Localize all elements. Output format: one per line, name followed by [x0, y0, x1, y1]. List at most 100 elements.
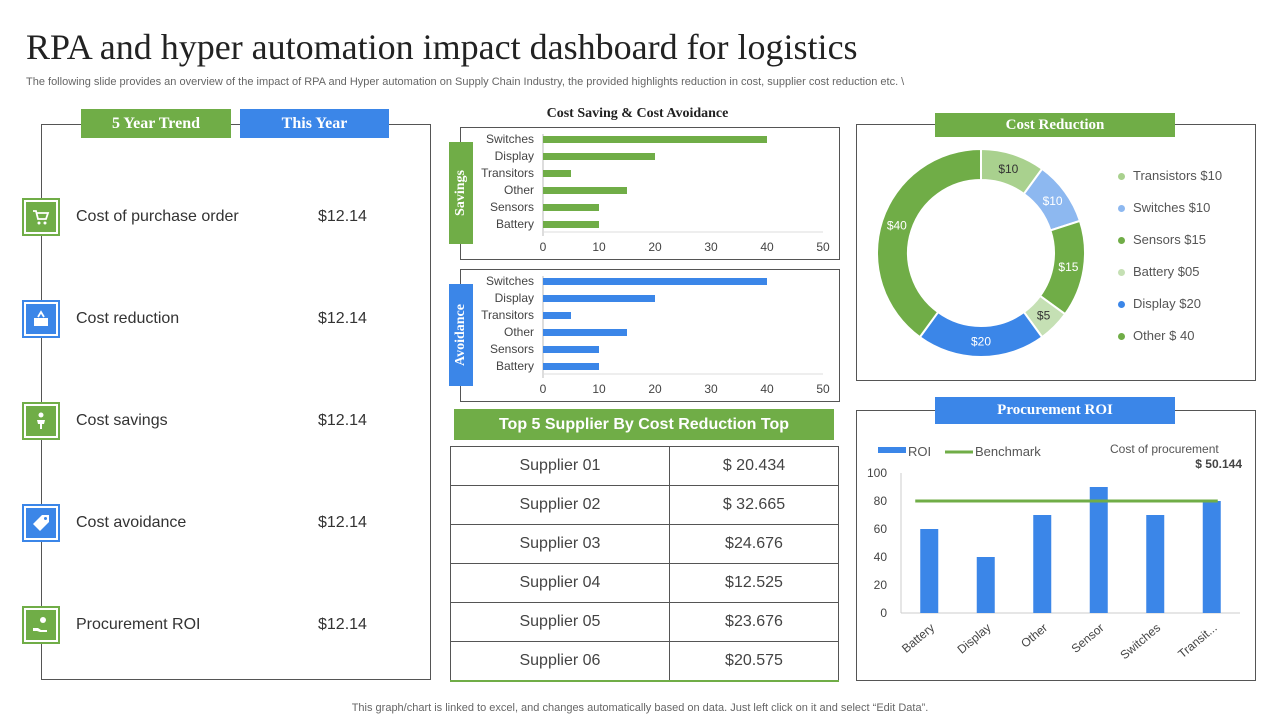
legend-swatch — [1118, 237, 1125, 245]
legend-label: Other $ 40 — [1133, 328, 1195, 343]
bar — [1202, 501, 1221, 613]
cost-saving-chart-title: Cost Saving & Cost Avoidance — [546, 106, 729, 121]
category-label: Display — [495, 149, 534, 163]
legend-swatch — [1118, 205, 1125, 213]
tab-five-year-trend[interactable]: 5 Year Trend — [81, 109, 231, 138]
tick-label: 30 — [704, 382, 718, 396]
category-label: Battery — [496, 359, 534, 373]
tick-label: 0 — [880, 606, 887, 620]
savings-chart-box: Switches Display Transitors Other Sensors Bat… — [460, 127, 840, 260]
legend-swatch — [1118, 333, 1125, 341]
slice-label: $40 — [887, 219, 907, 233]
cost-reduction-panel: $10 $10 $15 $5 $20 $40 — [856, 124, 1256, 381]
metric-row: Cost of purchase order $12.14 — [22, 198, 422, 238]
metric-label: Procurement ROI — [76, 616, 201, 633]
table-row: Supplier 06 $20.575 — [450, 641, 840, 682]
category-label: Transitors — [481, 166, 534, 180]
savings-side-label: Savings — [453, 170, 469, 216]
category-label: Battery — [899, 621, 937, 656]
bar — [543, 187, 627, 194]
footer-note: This graph/chart is linked to excel, and… — [351, 702, 929, 714]
tick-label: 40 — [760, 382, 774, 396]
table-row: Supplier 01 $ 20.434 — [450, 446, 840, 486]
category-label: Switches — [486, 132, 534, 146]
tick-label: 0 — [540, 382, 547, 396]
metric-row: Procurement ROI $12.14 — [22, 606, 422, 646]
supplier-value: $20.575 — [668, 641, 840, 682]
bar — [1146, 515, 1165, 613]
legend-item: Other $ 40 — [1118, 328, 1194, 343]
tag-icon — [22, 504, 60, 542]
procurement-roi-chart: ROI Benchmark Cost of procurement$ 50.144 0… — [867, 442, 1242, 662]
legend-swatch — [1118, 301, 1125, 309]
tick-label: 50 — [816, 382, 830, 396]
supplier-table-title: Top 5 Supplier By Cost Reduction Top — [454, 409, 834, 440]
metric-value: $12.14 — [318, 616, 367, 633]
legend-item: Display $20 — [1118, 296, 1201, 311]
supplier-name: Supplier 06 — [450, 641, 670, 682]
annotation-value: $ 50.144 — [1195, 457, 1242, 471]
tick-label: 50 — [816, 240, 830, 254]
supplier-value: $23.676 — [668, 602, 840, 642]
avoidance-chart-box: Switches Display Transitors Other Sensors Bat… — [460, 269, 840, 402]
procurement-roi-title: Procurement ROI — [935, 397, 1175, 424]
page-subtitle: The following slide provides an overview… — [26, 76, 905, 88]
bar — [543, 136, 767, 143]
metric-value: $12.14 — [318, 412, 367, 429]
category-label: Transit... — [1175, 621, 1219, 661]
savings-bar-chart: Switches Display Transitors Other Sensors Bat… — [481, 132, 830, 254]
metric-label: Cost of purchase order — [76, 208, 239, 225]
tick-label: 20 — [874, 578, 888, 592]
metric-value: $12.14 — [318, 310, 367, 327]
tick-label: 20 — [648, 382, 662, 396]
legend-label-benchmark: Benchmark — [975, 444, 1041, 459]
table-row: Supplier 04 $12.525 — [450, 563, 840, 603]
category-label: Battery — [496, 217, 534, 231]
bar — [543, 170, 571, 177]
legend-item: Sensors $15 — [1118, 232, 1206, 247]
category-label: Display — [955, 621, 994, 657]
legend-label: Sensors $15 — [1133, 232, 1206, 247]
bar — [543, 312, 571, 319]
slice-label: $15 — [1058, 260, 1078, 274]
legend-label: Display $20 — [1133, 296, 1201, 311]
slice-label: $10 — [998, 162, 1018, 176]
avoidance-side-tag: Avoidance — [449, 284, 473, 386]
page-title: RPA and hyper automation impact dashboar… — [26, 27, 858, 67]
tick-label: 0 — [540, 240, 547, 254]
supplier-value: $12.525 — [668, 563, 840, 603]
metric-label: Cost savings — [76, 412, 168, 429]
bar — [543, 329, 627, 336]
bar — [1089, 487, 1108, 613]
avoidance-bar-chart: Switches Display Transitors Other Sensors Bat… — [481, 274, 830, 396]
metric-value: $12.14 — [318, 208, 367, 225]
metric-row: Cost reduction $12.14 — [22, 300, 422, 340]
savings-side-tag: Savings — [449, 142, 473, 244]
legend-swatch-roi — [878, 447, 906, 453]
annotation-label: Cost of procurement — [1110, 442, 1219, 456]
metric-label: Cost avoidance — [76, 514, 187, 531]
metric-label: Cost reduction — [76, 310, 180, 327]
slice-label: $20 — [971, 335, 991, 349]
category-label: Sensors — [490, 342, 534, 356]
cost-reduction-donut-chart: $10 $10 $15 $5 $20 $40 — [876, 147, 1086, 358]
tick-label: 40 — [874, 550, 888, 564]
tick-label: 60 — [874, 522, 888, 536]
legend-label: Transistors $10 — [1133, 168, 1223, 183]
category-label: Other — [1018, 621, 1050, 651]
tab-this-year[interactable]: This Year — [240, 109, 389, 138]
category-label: Sensor — [1069, 621, 1107, 656]
metric-value: $12.14 — [318, 514, 367, 531]
bar — [543, 153, 655, 160]
legend-swatch — [1118, 269, 1125, 277]
bar — [543, 363, 599, 370]
procurement-roi-panel: ROI Benchmark Cost of procurement $ 50.144 0… — [856, 410, 1256, 681]
supplier-name: Supplier 04 — [450, 563, 670, 603]
tick-label: 20 — [648, 240, 662, 254]
supplier-value: $24.676 — [668, 524, 840, 564]
bar — [543, 278, 767, 285]
bar — [920, 529, 939, 613]
supplier-table: Supplier 01 $ 20.434 Supplier 02 $ 32.665 … — [450, 446, 840, 682]
legend-item: Battery $05 — [1118, 264, 1200, 279]
bar — [543, 204, 599, 211]
